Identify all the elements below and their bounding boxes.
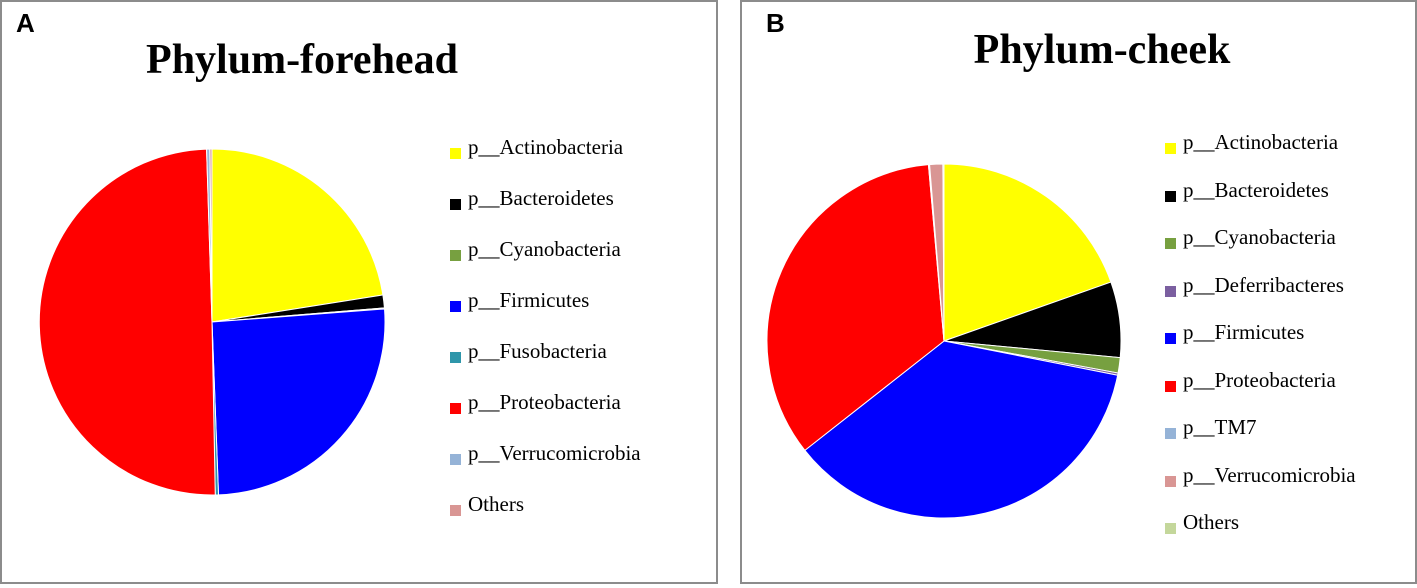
legend-label: p__TM7 — [1183, 415, 1257, 439]
legend-swatch — [450, 199, 461, 210]
legend-swatch — [450, 454, 461, 465]
legend-label: Others — [1183, 510, 1239, 534]
pie-slice-p-proteobacteria — [38, 148, 216, 496]
pie-slice-p-firmicutes — [804, 340, 1119, 519]
legend-swatch — [1165, 428, 1176, 439]
legend-label: p__Actinobacteria — [1183, 130, 1339, 154]
legend-label: p__Firmicutes — [1183, 320, 1305, 344]
legend-swatch — [450, 301, 461, 312]
panel-label: A — [16, 8, 35, 38]
legend-swatch — [1165, 238, 1176, 249]
legend-label: p__Verrucomicrobia — [468, 441, 641, 465]
panel-a: A Phylum-forehead p__Actinobacteria p__Ba… — [0, 0, 718, 584]
legend-swatch — [450, 352, 461, 363]
pie-slice-p-proteobacteria — [766, 164, 945, 452]
legend-label: p__Fusobacteria — [468, 339, 607, 363]
legend-swatch — [1165, 333, 1176, 344]
pie-chart-cheek — [766, 163, 1122, 519]
legend-label: p__Cyanobacteria — [468, 237, 621, 261]
panel-b: B Phylum-cheek p__Actinobacteria p__Bacte… — [740, 0, 1417, 584]
legend-swatch — [1165, 380, 1176, 392]
legend-label: p__Firmicutes — [468, 288, 590, 312]
pie-slice-others — [942, 163, 945, 342]
legend-label: p__Proteobacteria — [1183, 367, 1336, 392]
legend-swatch — [450, 250, 461, 261]
chart-title: Phylum-forehead — [146, 37, 458, 83]
legend-swatch — [1165, 285, 1176, 297]
legend-swatch — [1165, 475, 1176, 487]
panel-label: B — [766, 8, 785, 38]
legend-label: Others — [468, 492, 524, 516]
legend-swatch — [1165, 190, 1176, 202]
legend-label: p__Proteobacteria — [468, 390, 621, 414]
legend-swatch — [1165, 143, 1176, 154]
legend-label: p__Bacteroidetes — [1183, 177, 1329, 202]
legend-swatch — [450, 148, 461, 159]
legend-swatch — [450, 403, 461, 414]
legend-label: p__Verrucomicrobia — [1183, 462, 1356, 487]
legend-label: p__Bacteroidetes — [468, 186, 614, 210]
legend-label: p__Actinobacteria — [468, 135, 624, 159]
pie-slice-p-firmicutes — [211, 308, 386, 496]
legend-label: p__Cyanobacteria — [1183, 225, 1336, 249]
legend-label: p__Deferribacteres — [1183, 272, 1344, 297]
pie-chart-forehead — [38, 148, 386, 496]
pie-slice-others — [209, 148, 213, 323]
legend-swatch — [1165, 523, 1176, 534]
legend-swatch — [450, 505, 461, 516]
chart-title: Phylum-cheek — [973, 27, 1231, 73]
pie-slice-p-actinobacteria — [211, 148, 384, 323]
